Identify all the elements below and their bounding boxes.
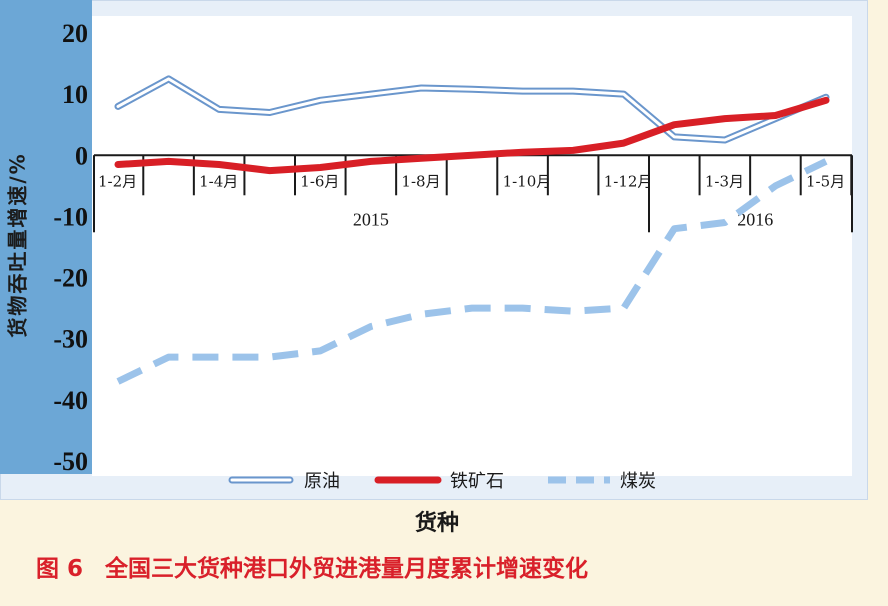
series-line-path [116, 158, 828, 385]
legend-item: 原油 [228, 471, 340, 492]
x-tick-label: 1-4月 [199, 172, 238, 190]
series-line [114, 96, 830, 175]
legend-label: 铁矿石 [450, 471, 504, 492]
x-tick-label: 1-8月 [401, 172, 440, 190]
series-line [114, 75, 830, 144]
x-tick-label: 1-10月 [503, 172, 552, 190]
legend-label: 煤炭 [620, 471, 656, 492]
y-tick-label: 20 [62, 19, 88, 48]
x-tick-label: 1-3月 [705, 172, 744, 190]
legend: 原油 铁矿石 煤炭 [228, 471, 656, 492]
figure-caption: 图 6 全国三大货种港口外贸进港量月度累计增速变化 [36, 549, 588, 583]
x-tick-label: 1-12月 [604, 172, 653, 190]
series-line [116, 158, 828, 385]
x-axis: 1-2月 1-4月 1-6月 1-8月 1-10月 1-12月 1-3月 1-5月 2015 20… [93, 154, 853, 233]
x-axis-title: 货种 [415, 510, 460, 536]
y-tick-label: -40 [53, 386, 88, 415]
series-layer [114, 75, 830, 385]
x-tick-label: 1-6月 [300, 172, 339, 190]
series-line-path [114, 96, 830, 175]
y-axis-ticks: 20 10 0 -10 -20 -30 -40 -50 [53, 19, 88, 476]
y-tick-label: 10 [62, 80, 88, 109]
y-axis-band [0, 0, 92, 474]
x-tick-label: 1-2月 [98, 172, 137, 190]
y-tick-label: 0 [75, 141, 88, 170]
year-label: 2015 [353, 209, 389, 229]
y-tick-label: -10 [53, 202, 88, 231]
series-line-inner [116, 77, 828, 142]
y-axis-title: 货物吞吐量增速/% [5, 152, 30, 338]
legend-item: 铁矿石 [374, 471, 504, 492]
x-tick-label: 1-5月 [806, 172, 845, 190]
legend-label: 原油 [304, 471, 340, 492]
figure-number: 图 6 [36, 556, 84, 582]
year-label: 2016 [737, 209, 773, 229]
y-tick-label: -50 [53, 447, 88, 476]
y-tick-label: -30 [53, 325, 88, 354]
figure-caption-text: 全国三大货种港口外贸进港量月度累计增速变化 [105, 556, 589, 582]
y-tick-label: -20 [53, 264, 88, 293]
legend-item: 煤炭 [548, 471, 656, 492]
